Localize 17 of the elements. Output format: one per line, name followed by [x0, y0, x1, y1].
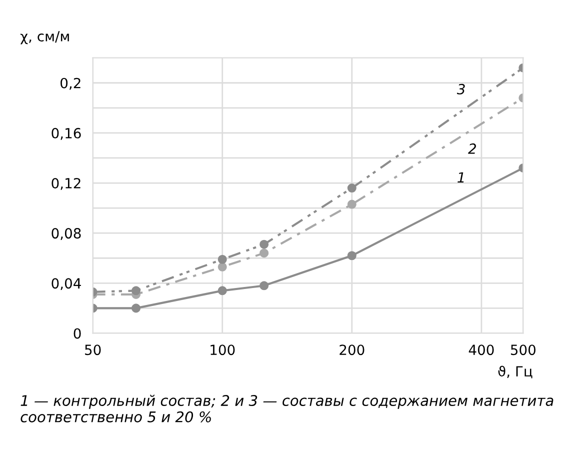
series-label: 3 — [456, 84, 465, 94]
y-tick-label: 0,12 — [52, 178, 80, 190]
x-tick-label: 50 — [85, 344, 101, 356]
y-tick-label: 0 — [74, 328, 81, 339]
y-tick-label: 0,04 — [52, 278, 81, 290]
text: 1 — контрольный состав; 2 и 3 — составы с содержанием магнетита соответственно 5 и 20 % — [20, 394, 554, 422]
y-axis-title: χ, см/м — [20, 31, 69, 44]
x-axis-title: ϑ, Гц — [498, 366, 532, 378]
x-tick-label: 500 — [510, 344, 536, 356]
y-tick-label: 0,08 — [52, 228, 81, 240]
x-tick-label: 200 — [340, 344, 364, 356]
x-tick-label: 100 — [210, 344, 235, 356]
x-tick-label: 400 — [468, 344, 494, 356]
y-tick-label: 0,2 — [60, 78, 80, 90]
series-label: 2 — [468, 143, 476, 154]
y-tick-label: 0,16 — [52, 128, 81, 140]
series-label: 1 — [458, 172, 464, 182]
